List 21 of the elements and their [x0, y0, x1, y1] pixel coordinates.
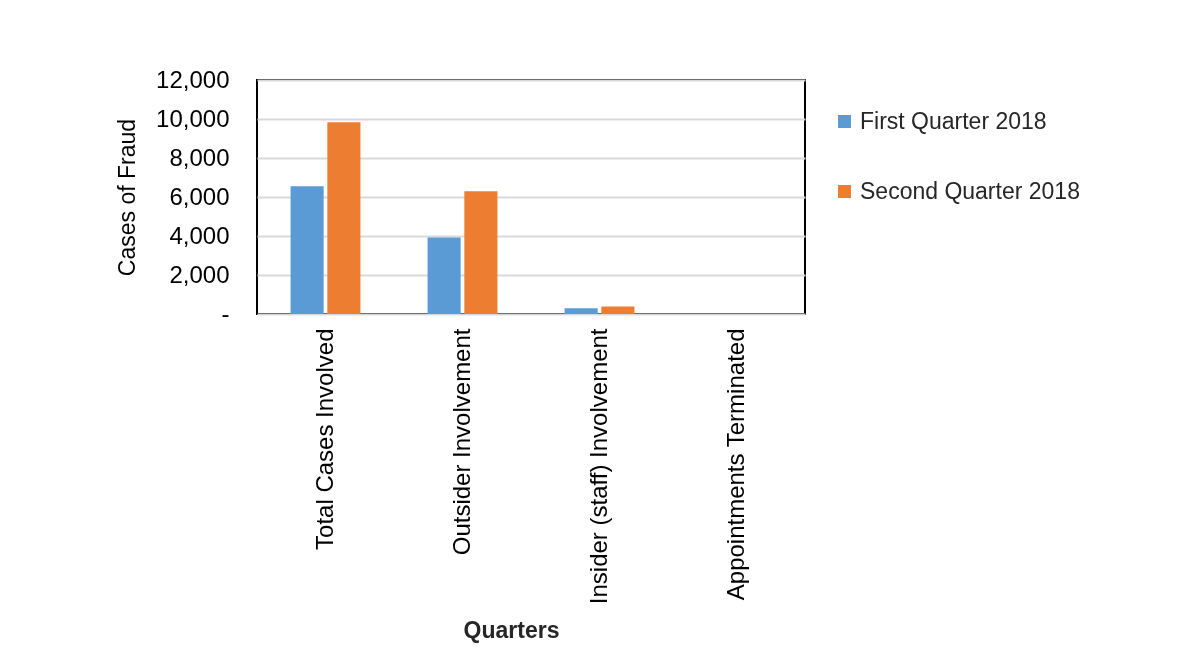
- bar: [464, 191, 498, 314]
- bar: [601, 306, 635, 314]
- y-tick-label: 8,000: [169, 143, 230, 171]
- bar: [327, 122, 361, 314]
- x-tick-label: Total Cases Involved: [310, 328, 338, 550]
- y-tick-label: -: [221, 299, 230, 327]
- bar: [564, 308, 598, 314]
- y-axis-title: Cases of Fraud: [114, 118, 141, 277]
- y-tick-label: 10,000: [156, 104, 230, 132]
- y-tick-label: 12,000: [156, 65, 230, 93]
- legend-label: Second Quarter 2018: [860, 177, 1080, 204]
- x-tick-label: Insider (staff) Involvement: [584, 328, 612, 605]
- y-tick-label: 6,000: [169, 182, 230, 210]
- x-tick-label: Appointments Terminated: [721, 328, 749, 601]
- y-tick-label: 2,000: [169, 260, 230, 288]
- y-tick-label: 4,000: [169, 221, 230, 249]
- x-tick-label: Outsider Involvement: [447, 328, 475, 556]
- x-axis-title: Quarters: [463, 616, 560, 643]
- legend-label: First Quarter 2018: [860, 107, 1047, 134]
- bar: [290, 186, 324, 314]
- bar: [427, 237, 461, 314]
